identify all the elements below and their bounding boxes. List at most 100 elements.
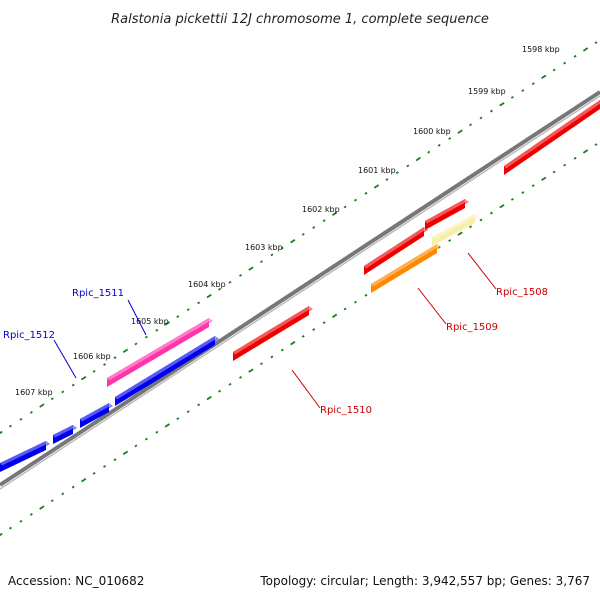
leader-line xyxy=(467,252,497,290)
tick-mark xyxy=(312,226,316,229)
gene-features xyxy=(0,100,600,472)
leader-line xyxy=(291,369,321,409)
tick-label: 1599 kbp xyxy=(468,87,506,96)
gene-label[interactable]: Rpic_1509 xyxy=(446,322,498,333)
tick-mark xyxy=(144,437,148,441)
tick-mark xyxy=(122,450,129,455)
tick-mark xyxy=(448,239,452,242)
tick-mark xyxy=(270,355,274,359)
gene-feature-rpic-1512[interactable] xyxy=(115,336,219,406)
tick-mark xyxy=(259,362,263,366)
leader-line xyxy=(53,339,77,379)
leader-line xyxy=(127,299,147,336)
tick-mark xyxy=(457,231,463,236)
inner-tick-track xyxy=(0,143,598,537)
tick-mark xyxy=(521,191,525,194)
tick-mark xyxy=(510,197,514,201)
tick-mark xyxy=(155,328,159,332)
tick-mark xyxy=(406,164,410,168)
tick-mark xyxy=(373,184,380,189)
tick-mark xyxy=(364,191,368,195)
tick-mark xyxy=(594,41,598,45)
tick-mark xyxy=(552,170,556,174)
tick-mark xyxy=(469,123,473,127)
tick-mark xyxy=(29,513,33,516)
chromosome-backbone-shadow xyxy=(0,95,600,490)
tick-mark xyxy=(385,178,389,181)
tick-mark xyxy=(280,246,284,250)
gene-label[interactable]: Rpic_1508 xyxy=(496,287,548,298)
tick-mark xyxy=(437,143,441,147)
tick-mark xyxy=(8,424,12,428)
tick-mark xyxy=(563,163,567,167)
tick-mark xyxy=(113,356,117,360)
gene-feature[interactable] xyxy=(364,227,428,275)
tick-label: 1601 kbp xyxy=(358,166,396,175)
gene-feature-rpic-1511[interactable] xyxy=(107,318,213,387)
gene-labels: Rpic_1508 Rpic_1509 Rpic_1510 Rpic_1511 Rpic… xyxy=(3,287,548,416)
tick-mark xyxy=(312,328,316,331)
tick-mark xyxy=(541,176,547,182)
tick-label: 1604 kbp xyxy=(188,280,226,289)
gene-feature[interactable] xyxy=(53,425,77,444)
tick-mark xyxy=(248,266,254,271)
tick-mark xyxy=(39,505,45,510)
tick-mark xyxy=(239,274,242,277)
tick-mark xyxy=(164,423,170,428)
gene-feature[interactable] xyxy=(80,403,113,428)
gene-feature-rpic-1508[interactable] xyxy=(432,214,479,246)
tick-mark xyxy=(61,492,65,496)
tick-mark xyxy=(552,68,556,72)
tick-mark xyxy=(322,219,326,223)
tick-mark xyxy=(164,321,170,326)
tick-mark xyxy=(50,499,54,503)
tick-mark xyxy=(248,368,254,373)
tick-mark xyxy=(364,293,368,297)
tick-mark xyxy=(270,253,274,257)
accession-text: Accession: NC_010682 xyxy=(8,574,145,588)
tick-mark xyxy=(71,485,75,489)
gene-label[interactable]: Rpic_1512 xyxy=(3,330,55,341)
tick-mark xyxy=(290,239,296,244)
tick-mark xyxy=(354,300,358,304)
tick-label: 1603 kbp xyxy=(245,243,283,252)
tick-mark xyxy=(206,293,212,299)
tick-mark xyxy=(155,430,159,434)
gene-feature[interactable] xyxy=(504,100,600,175)
tick-mark xyxy=(301,232,305,236)
tick-mark xyxy=(218,287,222,291)
tick-mark xyxy=(582,149,589,154)
gene-feature[interactable] xyxy=(425,199,469,230)
tick-mark xyxy=(0,430,3,435)
tick-mark xyxy=(134,444,138,448)
tick-mark xyxy=(531,184,535,188)
gene-feature-rpic-1509[interactable] xyxy=(371,244,441,293)
tick-mark xyxy=(218,389,222,393)
tick-mark xyxy=(29,411,33,414)
tick-mark xyxy=(19,417,23,421)
tick-mark xyxy=(322,321,326,325)
tick-mark xyxy=(206,395,212,401)
tick-mark xyxy=(427,150,431,154)
tick-mark xyxy=(19,519,23,523)
tick-mark xyxy=(354,198,358,202)
tick-mark xyxy=(80,478,87,483)
tick-label: 1606 kbp xyxy=(73,352,111,361)
tick-mark xyxy=(92,369,96,373)
gene-label[interactable]: Rpic_1510 xyxy=(320,405,372,416)
tick-label: 1605 kbp xyxy=(131,317,169,326)
tick-mark xyxy=(113,458,117,462)
tick-mark xyxy=(489,211,493,215)
tick-label: 1600 kbp xyxy=(413,127,451,136)
chromosome-backbone xyxy=(0,90,600,487)
tick-mark xyxy=(499,102,505,107)
tick-mark xyxy=(331,313,338,319)
gene-feature[interactable] xyxy=(0,441,50,472)
gene-feature-rpic-1510[interactable] xyxy=(233,306,313,361)
tick-mark xyxy=(499,204,505,209)
tick-mark xyxy=(489,109,493,113)
tick-mark xyxy=(290,341,296,346)
tick-mark xyxy=(395,171,399,175)
gene-label[interactable]: Rpic_1511 xyxy=(72,288,124,299)
tick-mark xyxy=(197,403,201,407)
